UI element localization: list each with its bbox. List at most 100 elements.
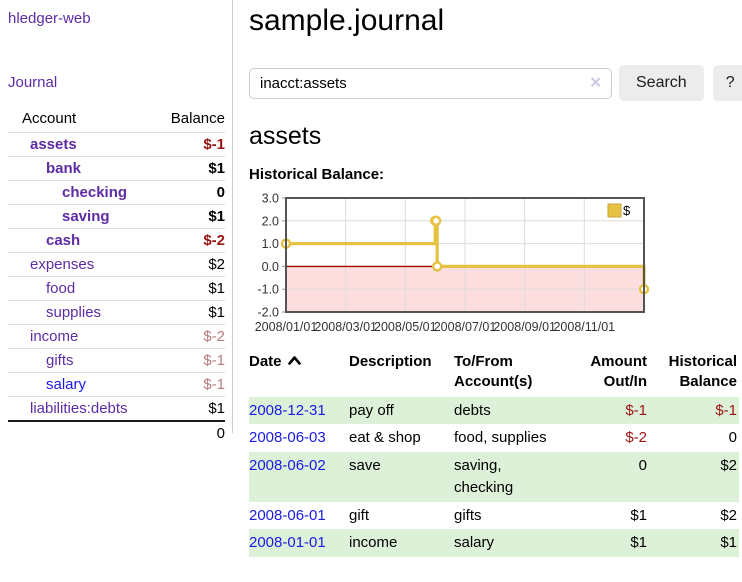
transaction-balance: $2 bbox=[720, 506, 737, 524]
sidebar-account-link[interactable]: food bbox=[46, 280, 76, 297]
svg-text:-2.0: -2.0 bbox=[257, 306, 279, 320]
transaction-amount: $-2 bbox=[625, 429, 647, 447]
transaction-accounts: gifts bbox=[454, 506, 482, 524]
svg-text:2008/09/01: 2008/09/01 bbox=[493, 320, 556, 334]
svg-text:3.0: 3.0 bbox=[262, 192, 279, 206]
register-header-amount: Amount Out/In bbox=[590, 353, 647, 391]
svg-text:2008/07/01: 2008/07/01 bbox=[434, 320, 497, 334]
legend-swatch bbox=[607, 203, 622, 218]
register-row: 2008-06-02 save saving, checking 0 $2 bbox=[249, 452, 739, 502]
transaction-amount: $1 bbox=[630, 506, 647, 524]
svg-text:-1.0: -1.0 bbox=[257, 283, 279, 297]
sidebar-account-link[interactable]: supplies bbox=[46, 304, 102, 321]
search-button[interactable]: Search bbox=[619, 65, 704, 101]
transaction-description: save bbox=[349, 457, 381, 474]
account-row: expenses $2 bbox=[8, 252, 225, 277]
sidebar-account-link[interactable]: gifts bbox=[46, 352, 74, 369]
account-row: income $-2 bbox=[8, 324, 225, 349]
transaction-description: eat & shop bbox=[349, 429, 421, 447]
account-balance: $-2 bbox=[203, 232, 225, 249]
transaction-amount: $-1 bbox=[625, 401, 647, 419]
register-header-description: Description bbox=[349, 353, 432, 370]
account-balance: $-2 bbox=[203, 328, 225, 345]
transaction-balance: $2 bbox=[720, 457, 737, 474]
register-row: 2008-06-01 gift gifts $1 $2 bbox=[249, 502, 739, 530]
page: hledger-web Journal Account Balance asse… bbox=[0, 0, 742, 557]
account-balance: $1 bbox=[208, 160, 225, 177]
register-row: 2008-12-31 pay off debts $-1 $-1 bbox=[249, 396, 739, 425]
transaction-description: gift bbox=[349, 506, 370, 524]
register-row: 2008-01-01 income salary $1 $1 bbox=[249, 529, 739, 557]
sidebar-account-link[interactable]: bank bbox=[46, 160, 82, 177]
svg-text:2008/11/01: 2008/11/01 bbox=[553, 320, 615, 334]
account-balance: $-1 bbox=[203, 352, 225, 369]
svg-text:2.0: 2.0 bbox=[262, 214, 279, 228]
search-box: ✕ bbox=[249, 67, 612, 99]
help-button[interactable]: ? bbox=[712, 65, 742, 101]
transaction-balance: $1 bbox=[720, 534, 737, 552]
sidebar-account-link[interactable]: salary bbox=[46, 376, 87, 393]
search-input[interactable] bbox=[249, 67, 612, 99]
account-row: food $1 bbox=[8, 276, 225, 301]
page-title: sample.journal bbox=[249, 4, 445, 37]
chart-title: Historical Balance: bbox=[249, 166, 385, 183]
register-row: 2008-06-03 eat & shop food, supplies $-2 0 bbox=[249, 424, 739, 452]
account-balance: $1 bbox=[208, 208, 225, 225]
transaction-balance: $-1 bbox=[715, 401, 737, 419]
transaction-balance: 0 bbox=[728, 429, 737, 447]
account-balance: $-1 bbox=[203, 376, 225, 393]
transaction-accounts: debts bbox=[454, 401, 491, 419]
svg-text:0.0: 0.0 bbox=[262, 260, 279, 274]
account-balance: $1 bbox=[208, 400, 225, 417]
register-table: Date Description To/From Account(s) Amount … bbox=[249, 350, 739, 557]
register-header-historical: Historical Balance bbox=[668, 353, 737, 391]
transaction-amount: 0 bbox=[638, 457, 647, 474]
account-row: checking 0 bbox=[8, 180, 225, 205]
account-balance: 0 bbox=[216, 184, 225, 201]
sidebar-account-link[interactable]: income bbox=[30, 328, 79, 345]
app-title-link[interactable]: hledger-web bbox=[8, 10, 91, 27]
account-row: cash $-2 bbox=[8, 228, 225, 253]
register-header-date[interactable]: Date bbox=[249, 350, 349, 397]
account-balance: $2 bbox=[208, 256, 225, 273]
transaction-amount: $1 bbox=[630, 534, 647, 552]
sidebar-account-link[interactable]: saving bbox=[62, 208, 110, 225]
sidebar: hledger-web Journal Account Balance asse… bbox=[0, 0, 233, 442]
transaction-date-link[interactable]: 2008-06-03 bbox=[249, 429, 326, 447]
register-header-to: To/From Account(s) bbox=[454, 353, 533, 391]
accounts-header-row: Account Balance bbox=[8, 106, 225, 133]
svg-text:1.0: 1.0 bbox=[262, 237, 279, 251]
transaction-description: income bbox=[349, 534, 398, 552]
sidebar-account-link[interactable]: assets bbox=[30, 136, 77, 153]
svg-text:2008/05/01: 2008/05/01 bbox=[374, 320, 437, 334]
sidebar-account-link[interactable]: cash bbox=[46, 232, 81, 249]
transaction-description: pay off bbox=[349, 401, 394, 419]
journal-link[interactable]: Journal bbox=[8, 74, 58, 91]
account-row: supplies $1 bbox=[8, 300, 225, 325]
historical-balance-chart[interactable]: $3.0 2.0 1.0 0.0 -1.0 -2.0 2008/01/01 2008/03/0… bbox=[249, 190, 650, 335]
transaction-date-link[interactable]: 2008-06-01 bbox=[249, 506, 326, 524]
transaction-date-link[interactable]: 2008-06-02 bbox=[249, 457, 326, 474]
transaction-date-link[interactable]: 2008-12-31 bbox=[249, 401, 326, 419]
account-row: gifts $-1 bbox=[8, 348, 225, 373]
account-balance: $1 bbox=[208, 280, 225, 297]
sidebar-account-link[interactable]: liabilities:debts bbox=[30, 400, 128, 417]
account-balance: $1 bbox=[208, 304, 225, 321]
main-content: sample.journal ✕ Search ? assets Histori… bbox=[233, 0, 742, 557]
accounts-table: Account Balance assets $-1 bank $1 checking 0… bbox=[8, 106, 225, 445]
transaction-accounts: saving, checking bbox=[454, 457, 514, 496]
svg-text:2008/03/01: 2008/03/01 bbox=[314, 320, 377, 334]
sidebar-account-link[interactable]: checking bbox=[62, 184, 128, 201]
accounts-total: 0 bbox=[216, 425, 225, 442]
account-row: bank $1 bbox=[8, 156, 225, 181]
sidebar-account-link[interactable]: expenses bbox=[30, 256, 95, 273]
account-heading: assets bbox=[249, 122, 322, 150]
account-row: liabilities:debts $1 bbox=[8, 396, 225, 422]
accounts-total-row: 0 bbox=[8, 421, 225, 445]
transaction-accounts: food, supplies bbox=[454, 429, 547, 447]
account-row: assets $-1 bbox=[8, 132, 225, 157]
transaction-date-link[interactable]: 2008-01-01 bbox=[249, 534, 326, 552]
clear-search-icon[interactable]: ✕ bbox=[589, 74, 602, 92]
legend-label: $ bbox=[623, 203, 631, 218]
account-row: saving $1 bbox=[8, 204, 225, 229]
